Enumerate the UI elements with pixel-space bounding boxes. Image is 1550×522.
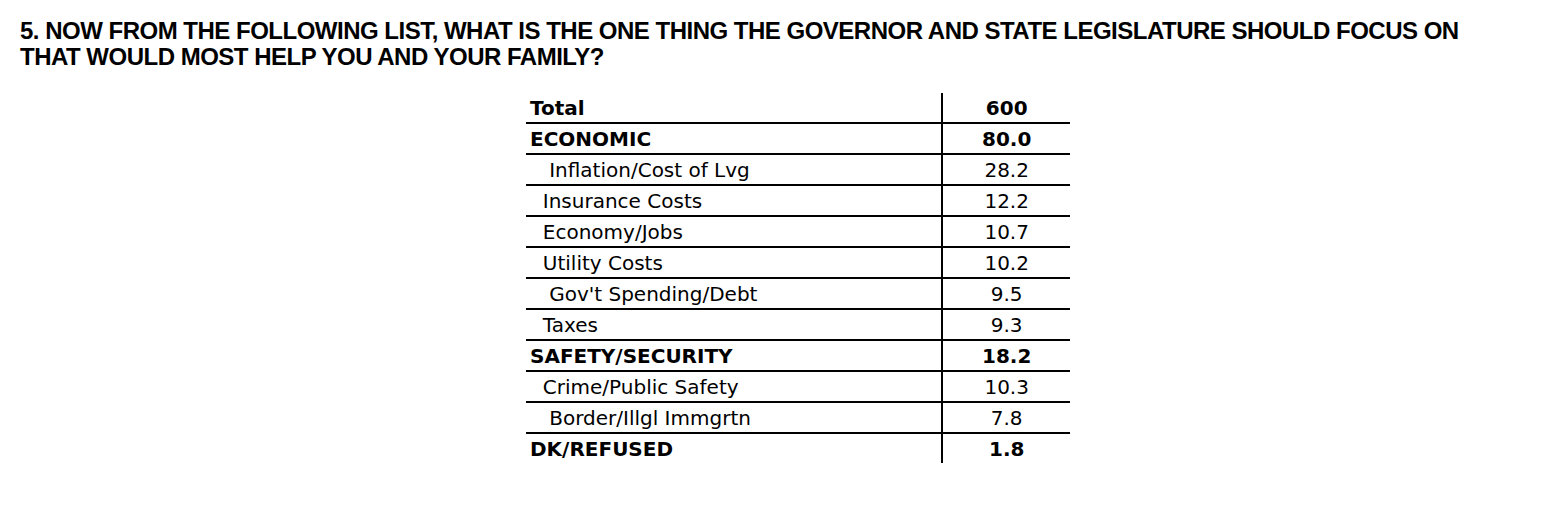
section-row: SAFETY/SECURITY18.2 (526, 340, 1070, 371)
section-row: ECONOMIC80.0 (526, 123, 1070, 154)
page: 5. NOW FROM THE FOLLOWING LIST, WHAT IS … (0, 0, 1550, 522)
question-heading-line-2: THAT WOULD MOST HELP YOU AND YOUR FAMILY… (20, 44, 1535, 70)
row-label: Border/Illgl Immgrtn (526, 402, 942, 433)
question-heading: 5. NOW FROM THE FOLLOWING LIST, WHAT IS … (20, 18, 1535, 70)
row-label: Inflation/Cost of Lvg (526, 154, 942, 185)
section-row: DK/REFUSED1.8 (526, 433, 1070, 463)
question-heading-line-1: 5. NOW FROM THE FOLLOWING LIST, WHAT IS … (20, 18, 1535, 44)
row-value: 80.0 (942, 123, 1070, 154)
row-value: 9.5 (942, 278, 1070, 309)
row-value: 9.3 (942, 309, 1070, 340)
row-label: Taxes (526, 309, 942, 340)
row-label: Utility Costs (526, 247, 942, 278)
item-row: Economy/Jobs10.7 (526, 216, 1070, 247)
item-row: Taxes9.3 (526, 309, 1070, 340)
row-value: 10.7 (942, 216, 1070, 247)
item-row: Gov't Spending/Debt9.5 (526, 278, 1070, 309)
row-label: Crime/Public Safety (526, 371, 942, 402)
row-label: Total (526, 93, 942, 123)
row-label: ECONOMIC (526, 123, 942, 154)
row-value: 12.2 (942, 185, 1070, 216)
results-table: Total600ECONOMIC80.0Inflation/Cost of Lv… (526, 93, 1070, 463)
row-value: 18.2 (942, 340, 1070, 371)
row-label: Gov't Spending/Debt (526, 278, 942, 309)
row-value: 28.2 (942, 154, 1070, 185)
row-label: Economy/Jobs (526, 216, 942, 247)
results-table-body: Total600ECONOMIC80.0Inflation/Cost of Lv… (526, 93, 1070, 463)
row-value: 7.8 (942, 402, 1070, 433)
row-value: 10.3 (942, 371, 1070, 402)
row-label: SAFETY/SECURITY (526, 340, 942, 371)
item-row: Insurance Costs12.2 (526, 185, 1070, 216)
section-row: Total600 (526, 93, 1070, 123)
item-row: Inflation/Cost of Lvg28.2 (526, 154, 1070, 185)
item-row: Utility Costs10.2 (526, 247, 1070, 278)
row-value: 600 (942, 93, 1070, 123)
item-row: Border/Illgl Immgrtn7.8 (526, 402, 1070, 433)
row-value: 10.2 (942, 247, 1070, 278)
row-label: DK/REFUSED (526, 433, 942, 463)
row-value: 1.8 (942, 433, 1070, 463)
item-row: Crime/Public Safety10.3 (526, 371, 1070, 402)
row-label: Insurance Costs (526, 185, 942, 216)
